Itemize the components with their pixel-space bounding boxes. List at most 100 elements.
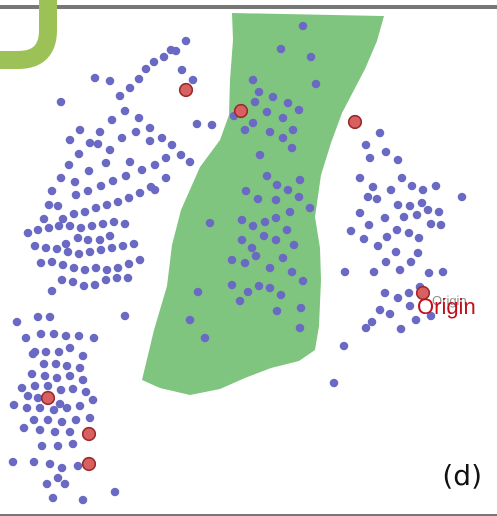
scatter-point: [240, 125, 250, 135]
scatter-point: [101, 275, 111, 285]
scatter-point: [134, 113, 144, 123]
scatter-point: [118, 241, 128, 251]
scatter-point: [391, 247, 401, 257]
highlighted-point: [40, 390, 56, 406]
scatter-point: [237, 215, 247, 225]
scatter-point: [123, 273, 133, 283]
scatter-point: [57, 275, 67, 285]
scatter-point: [85, 247, 95, 257]
scatter-point: [176, 150, 186, 160]
scatter-point: [161, 173, 171, 183]
scatter-point: [296, 303, 306, 313]
scatter-point: [369, 267, 379, 277]
scatter-point: [120, 311, 130, 321]
scatter-point: [431, 181, 441, 191]
origin-ghost-label: Origin: [432, 293, 467, 308]
scatter-point: [83, 186, 93, 196]
panel-label: (d): [442, 459, 482, 492]
scatter-point: [412, 210, 422, 220]
scatter-point: [113, 197, 123, 207]
scatter-point: [355, 173, 365, 183]
scatter-point: [60, 479, 70, 489]
scatter-point: [8, 457, 18, 467]
scatter-point: [124, 259, 134, 269]
scatter-point: [120, 106, 130, 116]
scatter-point: [294, 105, 304, 115]
corner-accent-shape: [0, 0, 57, 69]
scatter-point: [167, 140, 177, 150]
scatter-point: [135, 188, 145, 198]
scatter-point: [423, 205, 433, 215]
scatter-point: [89, 333, 99, 343]
scatter-point: [380, 213, 390, 223]
scatter-point: [253, 194, 263, 204]
scatter-point: [171, 46, 181, 56]
scatter-point: [150, 185, 160, 195]
scatter-point: [259, 231, 269, 241]
scatter-point: [396, 324, 406, 334]
scatter-point: [108, 176, 118, 186]
scatter-point: [276, 290, 286, 300]
scatter-point: [283, 98, 293, 108]
scatter-point: [426, 219, 436, 229]
scatter-point: [271, 213, 281, 223]
scatter-point: [56, 173, 66, 183]
scatter-point: [424, 268, 434, 278]
scatter-point: [65, 135, 75, 145]
scatter-point: [96, 245, 106, 255]
scatter-point: [145, 123, 155, 133]
highlighted-point: [81, 426, 97, 442]
scatter-point: [62, 361, 72, 371]
scatter-point: [185, 157, 195, 167]
scatter-point: [192, 119, 202, 129]
scatter-point: [145, 136, 155, 146]
scatter-point: [295, 323, 305, 333]
scatter-point: [329, 378, 339, 388]
scatter-point: [305, 203, 315, 213]
scatter-point: [404, 288, 414, 298]
scatter-point: [45, 312, 55, 322]
scatter-point: [75, 401, 85, 411]
scatter-point: [83, 235, 93, 245]
scatter-point: [385, 309, 395, 319]
scatter-point: [22, 403, 32, 413]
scatter-point: [50, 427, 60, 437]
scatter-point: [254, 281, 264, 291]
scatter-point: [53, 473, 63, 483]
scatter-point: [414, 233, 424, 243]
scatter-point: [265, 263, 275, 273]
scatter-point: [58, 260, 68, 270]
scatter-point: [93, 139, 103, 149]
scatter-point: [71, 415, 81, 425]
scatter-point: [137, 165, 147, 175]
scatter-point: [278, 133, 288, 143]
scatter-point: [405, 301, 415, 311]
scatter-point: [19, 423, 29, 433]
scatter-point: [311, 79, 321, 89]
scatter-point: [44, 200, 54, 210]
scatter-point: [70, 177, 80, 187]
scatter-point: [247, 243, 257, 253]
scatter-point: [177, 65, 187, 75]
scatter-point: [54, 347, 64, 357]
scatter-point: [110, 487, 120, 497]
scatter-point: [91, 203, 101, 213]
scatter-point: [78, 375, 88, 385]
scatter-point: [65, 427, 75, 437]
scatter-point: [33, 225, 43, 235]
scatter-point: [113, 263, 123, 273]
scatter-point: [57, 417, 67, 427]
scatter-point: [411, 315, 421, 325]
scatter-point: [364, 220, 374, 230]
highlighted-point: [347, 114, 363, 130]
scatter-point: [399, 212, 409, 222]
scatter-point: [49, 329, 59, 339]
scatter-point: [85, 413, 95, 423]
scatter-point: [65, 343, 75, 353]
scatter-point: [115, 91, 125, 101]
scatter-point: [413, 248, 423, 258]
scatter-point: [62, 403, 72, 413]
scatter-point: [248, 75, 258, 85]
scatter-point: [73, 461, 83, 471]
highlighted-region: [142, 13, 384, 395]
